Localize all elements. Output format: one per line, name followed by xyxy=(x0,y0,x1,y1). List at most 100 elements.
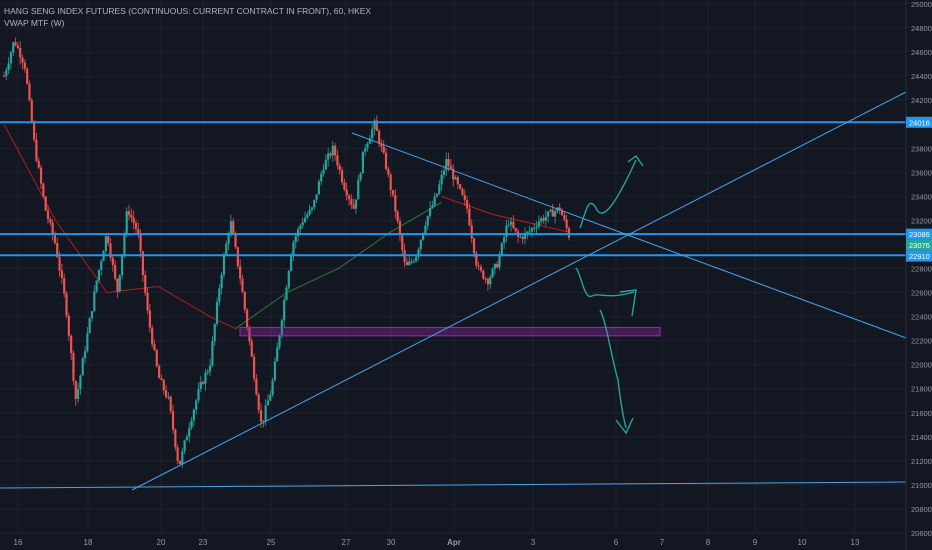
price-label-box xyxy=(906,116,932,128)
candle-body xyxy=(33,122,36,140)
candle-body xyxy=(197,389,200,401)
x-tick-label: Apr xyxy=(447,538,461,547)
candle-body xyxy=(435,193,439,197)
candle-body xyxy=(447,159,450,166)
candle-body xyxy=(2,76,6,78)
candle-body xyxy=(176,447,179,461)
y-tick-label: 23200 xyxy=(911,216,932,225)
candle-body xyxy=(303,217,307,223)
candle-body xyxy=(391,190,395,195)
y-tick-label: 23400 xyxy=(911,192,932,201)
candle-body xyxy=(220,274,223,289)
x-tick-label: 13 xyxy=(851,538,860,547)
candle-body xyxy=(526,231,529,233)
x-tick-label: 20 xyxy=(157,538,166,547)
candle-body xyxy=(35,139,38,161)
candle-body xyxy=(565,219,568,229)
candle-body xyxy=(327,153,330,160)
candle-body xyxy=(222,255,226,275)
candle-body xyxy=(463,195,466,201)
candle-body xyxy=(424,225,427,234)
candle-body xyxy=(523,232,527,240)
candle-body xyxy=(514,227,517,232)
candle-body xyxy=(148,310,151,328)
x-tick-label: 23 xyxy=(199,538,208,547)
candle-body xyxy=(382,146,385,153)
candle-body xyxy=(364,148,367,152)
candle-body xyxy=(350,199,353,205)
candle-body xyxy=(366,143,369,149)
candle-body xyxy=(472,238,476,254)
grid xyxy=(0,0,906,534)
candle-body xyxy=(178,460,182,465)
candle-body xyxy=(493,263,496,269)
candle-body xyxy=(503,237,506,244)
candle-body xyxy=(97,269,101,281)
candle-body xyxy=(340,170,344,183)
candle-body xyxy=(505,225,508,238)
candle-body xyxy=(190,420,193,428)
candle-body xyxy=(171,411,175,430)
candle-body xyxy=(243,292,246,310)
candle-body xyxy=(498,255,501,268)
candle-body xyxy=(72,353,75,381)
top-resistance-trendline xyxy=(351,132,907,339)
candle-body xyxy=(338,165,341,171)
candle-body xyxy=(484,278,487,280)
candle-body xyxy=(322,169,325,174)
candle-body xyxy=(236,247,239,267)
x-tick-label: 30 xyxy=(387,538,396,547)
candle-body xyxy=(174,429,177,448)
candle-body xyxy=(151,327,154,345)
candle-body xyxy=(116,278,119,292)
projection-arrows xyxy=(575,155,644,435)
candle-body xyxy=(329,153,332,156)
candle-body xyxy=(354,199,358,209)
candle-body xyxy=(551,209,554,217)
candle-body xyxy=(185,436,189,441)
candle-body xyxy=(553,211,557,217)
candle-body xyxy=(426,216,429,226)
candle-body xyxy=(491,268,494,278)
candle-body xyxy=(347,195,351,200)
candle-body xyxy=(410,261,413,263)
y-tick-label: 25000 xyxy=(911,0,932,9)
x-tick-label: 8 xyxy=(706,538,711,547)
candle-body xyxy=(63,278,66,294)
candle-body xyxy=(454,177,457,180)
candle-body xyxy=(560,210,564,216)
candle-body xyxy=(398,221,402,236)
bullish-projection-arrow xyxy=(579,159,637,229)
x-tick-label: 16 xyxy=(14,538,23,547)
candle-body xyxy=(234,233,237,248)
indicator-label: VWAP MTF (W) xyxy=(4,18,65,28)
y-tick-label: 21000 xyxy=(911,481,932,490)
bearish-projection-arrow xyxy=(599,309,627,429)
candle-body xyxy=(37,160,40,168)
candle-body xyxy=(109,243,112,258)
candle-body xyxy=(405,261,408,266)
candle-body xyxy=(357,179,360,200)
candle-body xyxy=(225,243,228,256)
candle-body xyxy=(141,251,145,276)
candle-body xyxy=(30,100,33,123)
candle-body xyxy=(442,170,446,175)
candle-body xyxy=(74,380,77,399)
y-tick-label: 23600 xyxy=(911,168,932,177)
candle-body xyxy=(118,275,121,292)
price-labels: 24016 23086 23076 22910 xyxy=(906,116,932,262)
candle-body xyxy=(401,235,404,250)
candle-body xyxy=(269,394,272,401)
candle-body xyxy=(387,169,390,175)
candle-body xyxy=(111,257,114,265)
candle-body xyxy=(500,243,503,256)
candle-body xyxy=(486,278,490,285)
base-support-line xyxy=(0,481,907,489)
candle-body xyxy=(537,221,540,227)
candle-body xyxy=(384,152,388,170)
x-tick-label: 9 xyxy=(753,538,758,547)
candle-body xyxy=(125,211,128,235)
candle-body xyxy=(134,223,138,229)
candle-body xyxy=(95,280,98,292)
